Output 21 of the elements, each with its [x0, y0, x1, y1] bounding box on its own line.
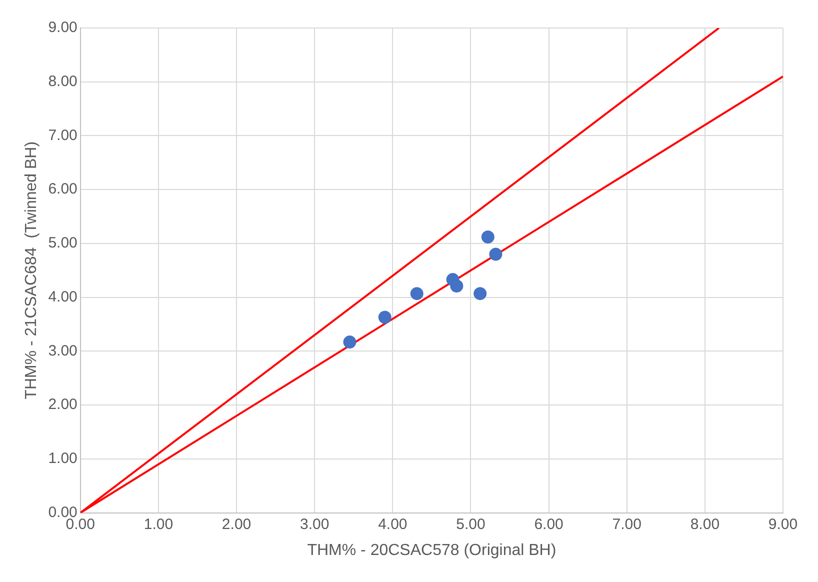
x-tick-label: 1.00 [144, 516, 174, 533]
y-tick-label: 2.00 [48, 396, 78, 414]
x-tick-label: 9.00 [768, 516, 798, 533]
x-tick-label: 7.00 [612, 516, 642, 533]
x-tick-label: 0.00 [66, 516, 95, 533]
x-tick-label: 6.00 [534, 516, 564, 533]
y-tick-label: 1.00 [48, 450, 78, 468]
y-tick-label: 5.00 [48, 234, 78, 252]
y-tick-label: 9.00 [48, 19, 78, 36]
x-tick-label: 2.00 [222, 516, 252, 533]
y-tick-label: 8.00 [48, 73, 78, 90]
x-tick-label: 4.00 [378, 516, 408, 533]
y-tick-label: 6.00 [48, 180, 78, 198]
x-axis-title: THM% - 20CSAC578 (Original BH) [307, 542, 556, 559]
x-tick-label: 5.00 [456, 516, 486, 533]
x-tick-label: 8.00 [690, 516, 720, 533]
y-axis-title: THM% - 21CSAC684 (Twinned BH) [23, 141, 40, 400]
x-tick-label: 3.00 [300, 516, 330, 533]
y-tick-label: 4.00 [48, 288, 78, 306]
y-tick-label: 7.00 [48, 126, 78, 144]
y-tick-label: 3.00 [48, 342, 78, 360]
